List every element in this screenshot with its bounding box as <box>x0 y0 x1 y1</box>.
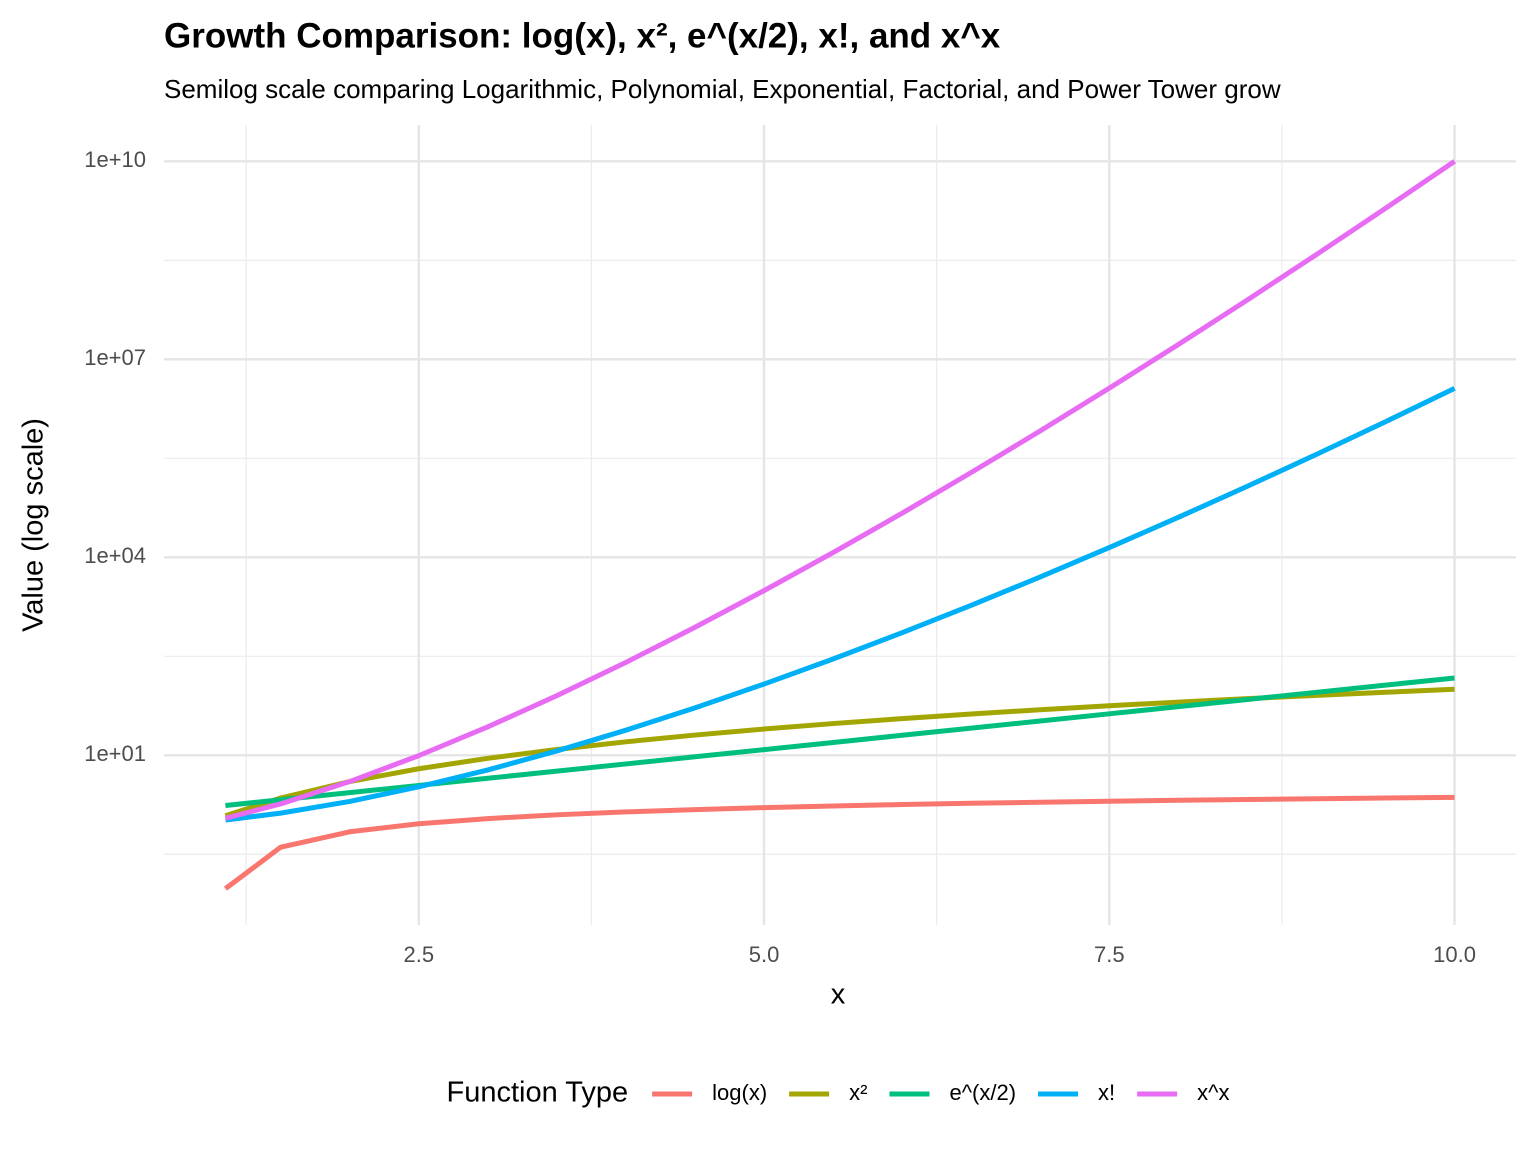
x-tick-label: 2.5 <box>403 942 434 967</box>
y-tick-label: 1e+04 <box>84 543 146 568</box>
legend-label: log(x) <box>712 1080 767 1105</box>
chart-subtitle: Semilog scale comparing Logarithmic, Pol… <box>164 74 1281 104</box>
x-tick-label: 5.0 <box>749 942 780 967</box>
legend-label: x! <box>1098 1080 1115 1105</box>
x-tick-label: 10.0 <box>1433 942 1476 967</box>
legend-label: x^x <box>1197 1080 1229 1105</box>
legend-label: e^(x/2) <box>949 1080 1016 1105</box>
legend: Function Type log(x) x² e^(x/2) x! x^x <box>447 1077 1230 1109</box>
legend-title: Function Type <box>447 1077 629 1109</box>
series-line <box>225 386 1456 823</box>
plot-lines <box>223 159 1456 891</box>
series-line <box>224 159 1456 821</box>
legend-label: x² <box>849 1080 867 1105</box>
series-line <box>223 794 1455 891</box>
y-tick-label: 1e+07 <box>84 345 146 370</box>
x-tick-label: 7.5 <box>1094 942 1125 967</box>
y-tick-label: 1e+10 <box>84 147 146 172</box>
y-tick-label: 1e+01 <box>84 741 146 766</box>
y-axis-title: Value (log scale) <box>18 418 50 632</box>
x-axis-title: x <box>831 979 846 1011</box>
chart-title: Growth Comparison: log(x), x², e^(x/2), … <box>164 16 1001 55</box>
